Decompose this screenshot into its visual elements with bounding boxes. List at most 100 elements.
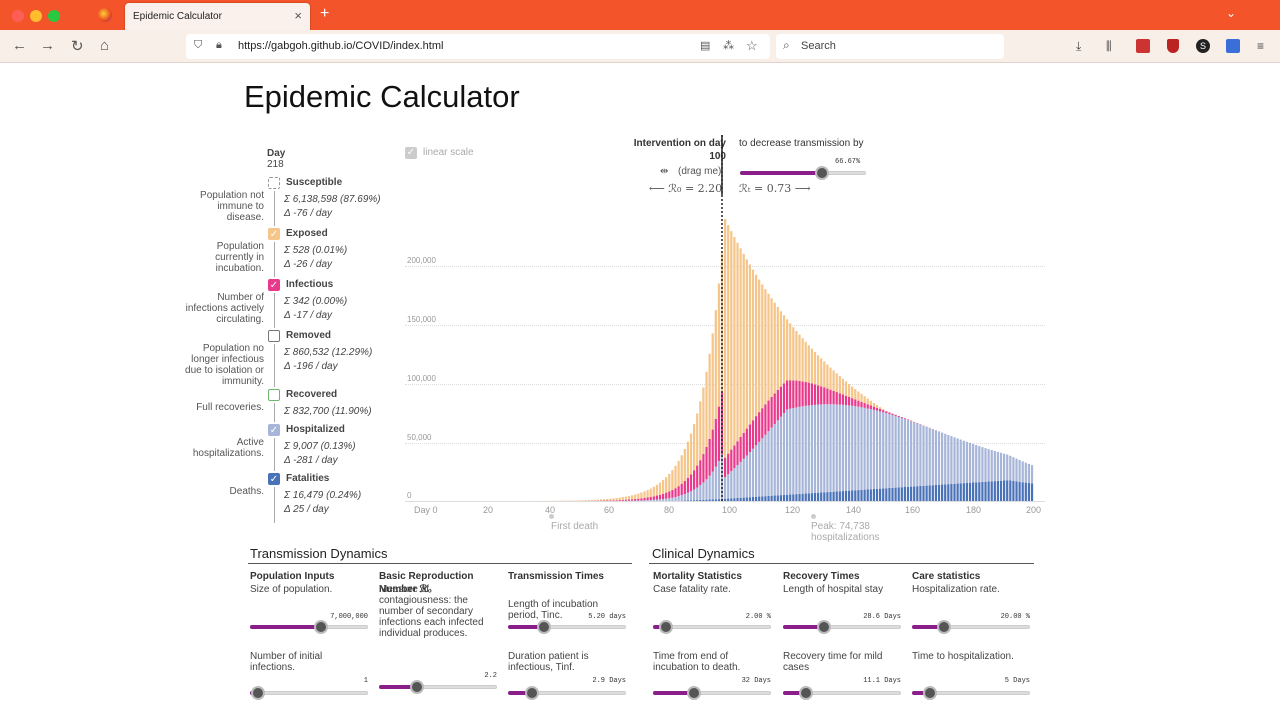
translate-icon[interactable]: ⁂	[723, 40, 734, 52]
transmission-decrease-slider[interactable]	[740, 166, 866, 180]
y-tick-label: 200,000	[407, 256, 436, 265]
x-tick-label: 120	[785, 505, 801, 515]
slider-knob[interactable]	[937, 620, 951, 634]
exposed-checkbox[interactable]: ✓	[268, 228, 280, 240]
drag-handle-icon[interactable]: ⇹	[660, 166, 669, 177]
param-top-slider[interactable]	[783, 620, 901, 634]
x-tick-label: Day 0	[414, 505, 438, 515]
fatalities-bar	[972, 482, 975, 501]
infectious-bar	[751, 420, 755, 449]
exposed-bar	[779, 311, 783, 387]
fatalities-bar	[699, 499, 702, 501]
infectious-bar	[779, 386, 783, 417]
hospitalized-bar	[1024, 462, 1027, 483]
hospitalized-bar	[860, 407, 863, 490]
library-icon[interactable]: ⫼	[1106, 39, 1112, 53]
slider-knob[interactable]	[923, 686, 937, 700]
hospitalized-bar	[984, 448, 987, 482]
hospitalized-bar	[776, 420, 779, 496]
fatalities-checkbox[interactable]: ✓	[268, 473, 280, 485]
slider-knob[interactable]	[410, 680, 424, 694]
susceptible-checkbox[interactable]	[268, 177, 280, 189]
back-icon[interactable]: ←	[12, 37, 27, 54]
recovered-checkbox[interactable]	[268, 389, 280, 401]
chevron-down-icon[interactable]: ⌄	[1226, 6, 1237, 20]
param-bottom-slider[interactable]	[783, 686, 901, 700]
ublock-icon[interactable]	[1167, 39, 1179, 53]
param-bottom-slider[interactable]	[250, 686, 368, 700]
search-placeholder: Search	[801, 40, 836, 52]
shield-icon[interactable]: ⛉	[194, 39, 203, 51]
exposed-bar	[727, 225, 730, 454]
slider-knob[interactable]	[525, 686, 539, 700]
exposed-bar	[668, 473, 671, 492]
x-tick-label: 80	[664, 505, 675, 515]
infectious-bar	[888, 412, 891, 415]
maximize-window-icon[interactable]	[48, 10, 60, 22]
extension-icon[interactable]	[1136, 39, 1150, 53]
hospitalized-bar	[925, 426, 928, 486]
param-top-slider[interactable]	[508, 620, 626, 634]
firefox-icon[interactable]	[98, 8, 112, 22]
profile-icon[interactable]: S	[1196, 39, 1210, 53]
hospitalized-bar	[866, 408, 869, 490]
param-bottom-slider[interactable]	[508, 686, 626, 700]
fatalities-bar	[823, 492, 826, 501]
hospitalized-bar	[662, 499, 665, 501]
hospitalized-checkbox[interactable]: ✓	[268, 424, 280, 436]
home-icon[interactable]: ⌂	[100, 37, 110, 54]
url-text[interactable]: https://gabgoh.github.io/COVID/index.htm…	[238, 40, 444, 52]
hospitalized-bar	[640, 500, 643, 501]
menu-icon[interactable]: ≡	[1257, 39, 1265, 53]
slider-knob[interactable]	[799, 686, 813, 700]
translate-extension-icon[interactable]	[1226, 39, 1240, 53]
fatalities-bar	[947, 484, 950, 501]
param-bottom-slider[interactable]	[653, 686, 771, 700]
hospitalized-bar	[841, 404, 845, 492]
fatalities-bar	[968, 482, 972, 501]
infectious-bar	[634, 499, 637, 501]
slider-knob[interactable]	[251, 686, 265, 700]
close-window-icon[interactable]	[12, 10, 24, 22]
param-bottom-slider[interactable]	[912, 686, 1030, 700]
minimize-window-icon[interactable]	[30, 10, 42, 22]
slider-knob[interactable]	[815, 166, 829, 180]
removed-checkbox[interactable]	[268, 330, 280, 342]
param-top-slider[interactable]	[250, 620, 368, 634]
infectious-bar	[742, 432, 745, 459]
slider-knob[interactable]	[687, 686, 701, 700]
close-tab-icon[interactable]: ×	[294, 8, 302, 23]
slider-knob[interactable]	[659, 620, 673, 634]
infectious-bar	[705, 446, 708, 480]
exposed-bar	[596, 499, 600, 501]
infectious-bar	[739, 437, 742, 462]
param-bottom-slider[interactable]	[379, 680, 497, 694]
hospitalized-bar	[742, 458, 745, 498]
param-top-slider[interactable]	[653, 620, 771, 634]
hospitalized-bar	[767, 431, 770, 496]
downloads-icon[interactable]: ⤓	[1076, 39, 1082, 53]
infectious-bar	[702, 454, 705, 483]
reader-view-icon[interactable]: ▤	[700, 40, 711, 52]
first-death-marker	[549, 514, 554, 519]
infectious-bar	[857, 400, 860, 407]
hospitalized-bar	[696, 487, 699, 501]
url-bar[interactable]: ⛉ 🔒︎ https://gabgoh.github.io/COVID/inde…	[186, 34, 770, 59]
reload-icon[interactable]: ↻	[71, 38, 84, 55]
lock-icon[interactable]: 🔒︎	[216, 39, 222, 51]
browser-tab[interactable]: Epidemic Calculator ×	[125, 3, 310, 30]
new-tab-icon[interactable]: +	[320, 5, 330, 22]
hospitalized-bar	[906, 420, 910, 487]
infectious-bar	[699, 460, 702, 486]
infectious-checkbox[interactable]: ✓	[268, 279, 280, 291]
forward-icon[interactable]: →	[40, 37, 55, 54]
bookmark-star-icon[interactable]: ☆	[746, 38, 758, 53]
fatalities-bar	[711, 499, 714, 501]
legend-description: Population currently in incubation.	[215, 241, 264, 274]
slider-knob[interactable]	[314, 620, 328, 634]
slider-knob[interactable]	[537, 620, 551, 634]
search-input[interactable]: ⌕ Search	[776, 34, 1004, 59]
checkbox-icon[interactable]: ✓	[405, 147, 417, 159]
slider-knob[interactable]	[817, 620, 831, 634]
param-top-slider[interactable]	[912, 620, 1030, 634]
